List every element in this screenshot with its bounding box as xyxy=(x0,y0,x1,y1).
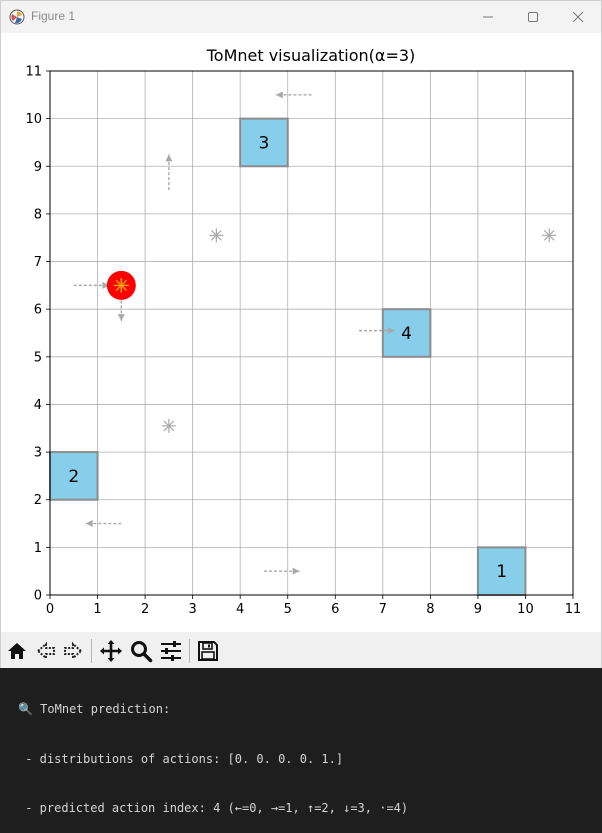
axes-frame xyxy=(49,70,574,596)
window-title: Figure 1 xyxy=(31,9,76,23)
matplotlib-app-icon xyxy=(9,9,25,25)
visited-point xyxy=(209,228,224,243)
goal-label: 3 xyxy=(259,133,270,153)
trail-arrow-head xyxy=(165,154,173,162)
goal-label: 1 xyxy=(496,562,507,582)
zoom-button[interactable] xyxy=(129,639,153,663)
x-tick-label: 6 xyxy=(331,602,339,617)
grid xyxy=(49,70,574,596)
y-tick-label: 3 xyxy=(34,446,42,461)
zoom-icon xyxy=(131,641,153,663)
title-bar[interactable]: Figure 1 xyxy=(1,1,601,33)
y-tick-label: 0 xyxy=(34,589,42,604)
console-line: 🔍 ToMnet prediction: xyxy=(18,702,171,716)
x-tick-label: 5 xyxy=(284,602,292,617)
back-button[interactable] xyxy=(34,639,58,663)
agent-star xyxy=(113,277,129,293)
y-tick-label: 4 xyxy=(34,398,42,413)
pan-icon xyxy=(100,640,122,662)
console-line: - predicted action index: 4 (←=0, →=1, ↑… xyxy=(18,801,409,815)
configure-subplots-icon xyxy=(161,641,181,661)
console-line: - distributions of actions: [0. 0. 0. 0.… xyxy=(18,751,344,766)
x-tick-label: 2 xyxy=(141,602,149,617)
axis-ticks: 0 1 2 3 4 5 6 7 8 9 10 11 0 1 2 3 4 5 6 7 8 9 10 11 xyxy=(25,65,581,618)
goal-cell xyxy=(476,546,527,597)
y-tick-label: 10 xyxy=(25,112,42,127)
pan-button[interactable] xyxy=(99,639,123,663)
home-button[interactable] xyxy=(5,639,29,663)
chart-title: ToMnet visualization(α=3) xyxy=(206,46,416,65)
visited-point-stroke xyxy=(211,229,222,241)
trail-arrow-head xyxy=(387,327,395,335)
agent-star-stroke xyxy=(115,279,128,292)
forward-button[interactable] xyxy=(61,639,85,663)
y-tick-label: 2 xyxy=(34,493,42,508)
y-tick-label: 9 xyxy=(34,160,42,175)
x-tick-label: 9 xyxy=(474,602,482,617)
forward-icon xyxy=(64,641,83,661)
configure-subplots-button[interactable] xyxy=(159,639,183,663)
y-tick-label: 1 xyxy=(34,541,42,556)
x-tick-label: 1 xyxy=(93,602,101,617)
trail-arrow xyxy=(85,520,122,528)
trail-arrow xyxy=(165,154,173,191)
y-tick-label: 7 xyxy=(34,255,42,270)
save-button[interactable] xyxy=(196,639,220,663)
chart: ToMnet visualization(α=3) 1 2 3 4 0 1 2 3 4 5 6 7 8… xyxy=(25,46,581,618)
x-tick-label: 7 xyxy=(379,602,387,617)
goal-label: 4 xyxy=(401,324,412,344)
trail-arrow-head xyxy=(275,91,283,99)
maximize-button[interactable] xyxy=(510,1,556,33)
goal-cell xyxy=(381,308,432,358)
visited-point xyxy=(161,418,176,433)
back-icon xyxy=(36,641,55,661)
x-tick-label: 11 xyxy=(565,602,582,617)
trail-arrow-head xyxy=(117,314,125,322)
home-icon xyxy=(8,643,26,659)
goal-cell xyxy=(239,117,289,168)
trail-arrow xyxy=(275,91,312,99)
terminal-output: 🔍 ToMnet prediction: - distributions of … xyxy=(0,668,602,815)
minimize-icon xyxy=(483,16,493,18)
toolbar-separator xyxy=(91,639,92,663)
x-tick-label: 0 xyxy=(46,602,54,617)
save-icon xyxy=(198,641,218,661)
visited-points xyxy=(161,228,557,433)
trail-arrow xyxy=(263,567,300,575)
visited-point-stroke xyxy=(163,420,175,432)
x-tick-label: 10 xyxy=(517,602,534,617)
trail-arrows xyxy=(73,91,395,575)
minimize-button[interactable] xyxy=(465,1,511,33)
trail-arrow xyxy=(73,281,110,289)
y-tick-label: 11 xyxy=(25,65,42,80)
close-button[interactable] xyxy=(555,1,601,33)
agent-layer xyxy=(106,270,136,300)
y-tick-label: 5 xyxy=(34,350,42,365)
navigation-toolbar xyxy=(1,632,601,669)
goal-label: 2 xyxy=(68,467,79,487)
toolbar-separator xyxy=(189,639,190,663)
figure-canvas[interactable]: ToMnet visualization(α=3) 1 2 3 4 0 1 2 3 4 5 6 7 8… xyxy=(1,33,601,632)
visited-point xyxy=(542,228,557,243)
trail-arrow xyxy=(359,327,395,335)
x-tick-label: 8 xyxy=(426,602,434,617)
trail-arrow-head xyxy=(292,567,300,575)
visited-point-stroke xyxy=(543,229,555,241)
x-tick-label: 3 xyxy=(188,602,196,617)
close-icon xyxy=(572,11,584,23)
x-tick-label: 4 xyxy=(236,602,244,617)
figure-window: Figure 1 ToMnet visualization(α=3) 1 2 3 4 … xyxy=(0,0,602,669)
y-tick-label: 6 xyxy=(34,303,42,318)
y-tick-label: 8 xyxy=(34,207,42,222)
maximize-icon xyxy=(528,12,538,22)
trail-arrow-head xyxy=(102,281,110,289)
trail-arrow-head xyxy=(85,520,93,528)
